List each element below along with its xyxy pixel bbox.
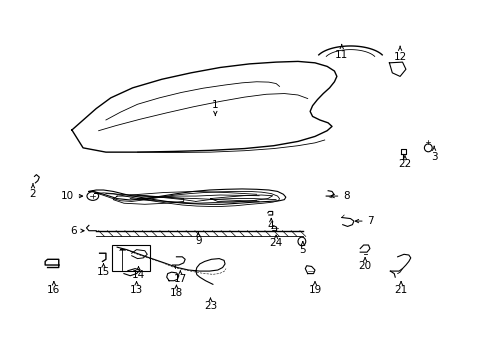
Text: 6: 6: [70, 226, 84, 236]
Text: 8: 8: [330, 191, 349, 201]
Text: 10: 10: [61, 191, 82, 201]
Text: 17: 17: [173, 271, 186, 284]
Text: 2: 2: [30, 184, 36, 199]
Text: 9: 9: [195, 233, 201, 246]
Text: 18: 18: [169, 285, 183, 298]
Text: 24: 24: [269, 235, 282, 248]
Text: 13: 13: [130, 282, 143, 295]
Text: 22: 22: [398, 156, 411, 169]
Text: 23: 23: [203, 298, 217, 311]
Text: 5: 5: [299, 242, 305, 255]
Text: 7: 7: [355, 216, 373, 226]
Text: 21: 21: [394, 282, 407, 295]
Bar: [112, 246, 150, 271]
Text: 3: 3: [430, 146, 437, 162]
Text: 12: 12: [393, 46, 406, 62]
Text: 20: 20: [358, 258, 371, 271]
Text: 16: 16: [47, 282, 61, 295]
Text: 11: 11: [334, 44, 347, 60]
Text: 1: 1: [212, 100, 218, 116]
Text: 14: 14: [132, 267, 145, 280]
Text: 19: 19: [308, 282, 321, 295]
Text: 4: 4: [267, 219, 274, 231]
Text: 15: 15: [97, 264, 110, 277]
